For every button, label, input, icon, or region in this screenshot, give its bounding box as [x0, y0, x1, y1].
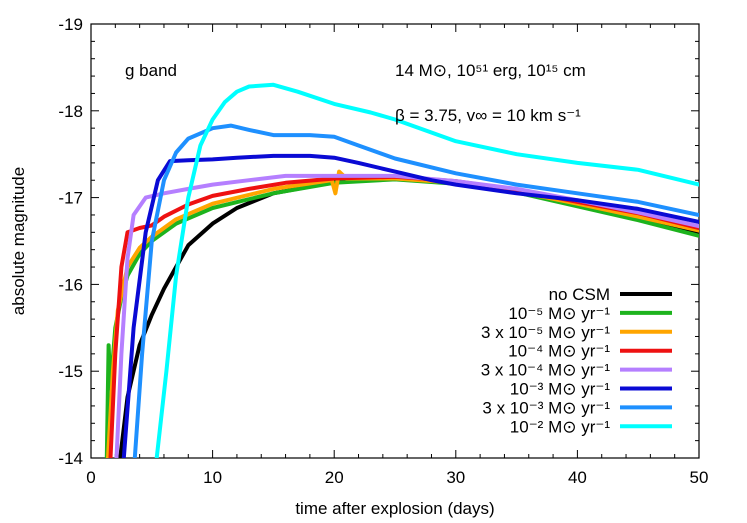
x-tick-label: 0 — [86, 468, 95, 487]
series-line-6 — [132, 123, 699, 458]
series-line-1 — [104, 177, 699, 458]
plot-frame — [90, 23, 700, 459]
series-line-5 — [121, 153, 699, 458]
x-tick-label: 40 — [568, 468, 587, 487]
legend-label-7: 10⁻² M⊙ yr⁻¹ — [510, 417, 611, 436]
params-annotation-line2: β = 3.75, v∞ = 10 km s⁻¹ — [395, 106, 581, 125]
series-line-0 — [118, 176, 699, 458]
series-line-3 — [108, 174, 699, 458]
band-annotation: g band — [125, 61, 177, 80]
series-lines — [104, 82, 699, 458]
y-tick-label: -14 — [58, 449, 83, 468]
x-tick-label: 50 — [690, 468, 709, 487]
y-tick-label: -18 — [58, 102, 83, 121]
legend-label-5: 10⁻³ M⊙ yr⁻¹ — [510, 380, 611, 399]
x-tick-label: 30 — [446, 468, 465, 487]
axis-ticks: 0 10 20 30 40 50 -19 -18 -17 -16 -15 -14 — [58, 15, 708, 487]
legend-label-1: 10⁻⁵ M⊙ yr⁻¹ — [508, 304, 610, 323]
params-annotation-line1: 14 M⊙, 10⁵¹ erg, 10¹⁵ cm — [395, 61, 586, 80]
plot-border — [90, 23, 700, 459]
x-tick-label: 10 — [203, 468, 222, 487]
y-tick-label: -15 — [58, 362, 83, 381]
y-tick-label: -16 — [58, 275, 83, 294]
x-axis-title: time after explosion (days) — [295, 499, 494, 518]
y-axis-title: absolute magnitude — [9, 167, 28, 315]
legend-label-3: 10⁻⁴ M⊙ yr⁻¹ — [508, 342, 610, 361]
y-tick-label: -17 — [58, 189, 83, 208]
legend-label-6: 3 x 10⁻³ M⊙ yr⁻¹ — [482, 398, 610, 417]
x-tick-label: 20 — [325, 468, 344, 487]
y-tick-label: -19 — [58, 15, 83, 34]
series-line-4 — [114, 173, 699, 458]
legend-label-0: no CSM — [549, 285, 610, 304]
legend-label-2: 3 x 10⁻⁵ M⊙ yr⁻¹ — [481, 323, 610, 342]
series-line-7 — [154, 82, 699, 458]
legend-label-4: 3 x 10⁻⁴ M⊙ yr⁻¹ — [481, 361, 611, 380]
